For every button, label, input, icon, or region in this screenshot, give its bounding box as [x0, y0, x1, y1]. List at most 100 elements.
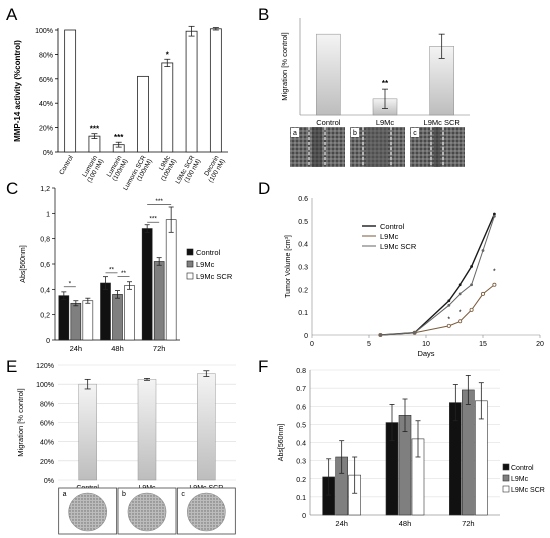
e-bar — [197, 373, 216, 481]
f-ytick-label: 0.1 — [296, 495, 306, 502]
f-legend-swatch — [502, 485, 510, 493]
d-legend-label: Control — [380, 222, 405, 231]
f-legend-label: L9Mc SCR — [511, 487, 545, 494]
panel-letter-b: B — [258, 5, 269, 24]
a-ytick-label: 0% — [43, 150, 53, 157]
a-category-label: Decorin(100 nM) — [202, 154, 227, 184]
f-ytick-label: 0.2 — [296, 477, 306, 484]
a-category-line: Control — [58, 154, 75, 176]
e-y-axis-title: Migration [% control] — [16, 388, 25, 456]
a-ytick-label: 20% — [39, 126, 53, 133]
panel-letter-e: E — [6, 357, 17, 376]
c-category-label: 48h — [111, 344, 124, 353]
f-legend-swatch — [502, 463, 510, 471]
f-ytick-label: 0.4 — [296, 441, 306, 448]
b-y-axis-title: Migration [% control] — [280, 32, 289, 100]
d-xtick-label: 10 — [422, 341, 430, 348]
d-point — [447, 299, 451, 303]
d-ytick-label: 0.3 — [298, 265, 308, 272]
c-ytick-label: 0 — [46, 338, 50, 345]
f-ytick-label: 0.6 — [296, 404, 306, 411]
a-category-label: Lumorin(100nM) — [105, 154, 129, 182]
c-bar — [58, 295, 70, 341]
c-legend-label: L9Mc SCR — [196, 272, 233, 281]
d-significance: * — [493, 268, 496, 275]
panel-f-chart: 0 0.1 0.2 0.3 0.4 0.5 0.6 0.7 0.8 Abs[560nm] 24h 48… — [278, 368, 545, 528]
b-image-label-box — [291, 128, 299, 137]
a-bar — [161, 62, 174, 153]
a-ytick-label: 40% — [39, 101, 53, 108]
c-category-label: 72h — [153, 344, 166, 353]
a-bar — [137, 75, 149, 153]
f-category-label: 72h — [462, 519, 475, 528]
d-point — [447, 303, 451, 307]
f-ytick-label: 0.5 — [296, 422, 306, 429]
b-image-label-box — [351, 128, 359, 137]
c-bar — [82, 300, 94, 341]
f-category-label: 24h — [335, 519, 348, 528]
a-bar — [185, 30, 198, 153]
b-category-label: L9Mc — [376, 118, 395, 127]
d-ytick-label: 0.2 — [298, 287, 308, 294]
e-image-label: a — [63, 491, 67, 498]
d-legend-label: L9Mc — [380, 232, 399, 241]
e-plate-image — [127, 492, 167, 532]
e-image-label: c — [181, 491, 185, 498]
a-bar — [64, 29, 77, 153]
d-significance: * — [447, 316, 450, 323]
d-ytick-label: 0.5 — [298, 219, 308, 226]
b-image-label: b — [353, 130, 357, 137]
c-significance: ** — [109, 266, 115, 273]
panel-a-chart: 0% 20% 40% 60% 80% 100% MMP-14 activity (%cont… — [13, 25, 228, 192]
c-bar — [153, 261, 165, 341]
d-point — [469, 307, 474, 312]
c-ytick-label: 1 — [46, 211, 50, 218]
e-image-label: b — [122, 491, 126, 498]
c-y-axis-title: Abs[560nm] — [20, 245, 27, 282]
c-legend-swatch — [186, 260, 194, 268]
e-ytick-label: 40% — [40, 440, 54, 447]
c-bar — [70, 302, 82, 341]
f-legend-swatch — [502, 474, 510, 482]
b-category-label: L9Mc SCR — [424, 118, 461, 127]
d-xtick-label: 0 — [310, 341, 314, 348]
d-legend-label: L9Mc SCR — [380, 242, 417, 251]
d-ytick-label: 0.1 — [298, 310, 308, 317]
c-ytick-label: 0,6 — [40, 262, 50, 269]
b-image-label: c — [413, 130, 417, 137]
b-category-label: Control — [316, 118, 341, 127]
d-xtick-label: 20 — [536, 341, 544, 348]
d-ytick-label: 0.4 — [298, 242, 308, 249]
panel-letter-f: F — [258, 357, 268, 376]
c-ytick-label: 0,2 — [40, 313, 50, 320]
d-y-axis-title: Tumor Volume [cm³] — [285, 235, 292, 298]
c-significance: *** — [155, 198, 163, 205]
c-legend-swatch — [186, 272, 194, 280]
a-y-axis-title: MMP-14 activity (%control) — [13, 40, 22, 142]
f-ytick-label: 0.7 — [296, 386, 306, 393]
c-ytick-label: 1,2 — [40, 186, 50, 193]
b-scratch-gap — [434, 127, 440, 167]
d-point — [481, 249, 485, 252]
c-legend-label: L9Mc — [196, 260, 215, 269]
b-bar — [316, 33, 341, 116]
b-image-label-box — [411, 128, 419, 137]
c-legend-swatch — [186, 248, 194, 256]
a-bar — [209, 28, 222, 153]
panel-letter-a: A — [6, 5, 18, 24]
a-category-label: L9Mc(100nM) — [154, 154, 179, 183]
a-significance: *** — [114, 133, 124, 142]
e-ytick-label: 20% — [40, 459, 54, 466]
c-bar — [112, 294, 123, 341]
a-ytick-label: 60% — [39, 77, 53, 84]
d-point — [480, 291, 485, 296]
a-significance: * — [166, 50, 170, 59]
e-ytick-label: 0% — [44, 478, 54, 485]
d-ytick-label: 0.6 — [298, 196, 308, 203]
c-bar — [100, 282, 111, 341]
f-legend-label: L9Mc — [511, 476, 529, 483]
d-point — [458, 319, 463, 324]
d-point — [458, 283, 462, 287]
